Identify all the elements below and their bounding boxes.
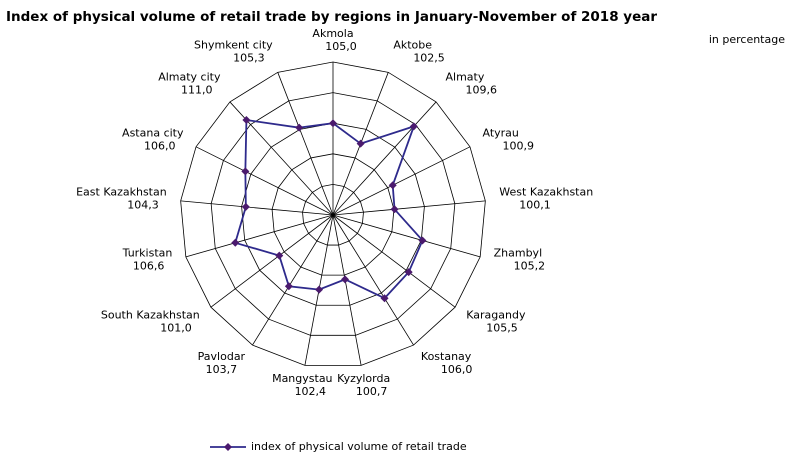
grid-ring <box>271 153 395 276</box>
category-label: Zhambyl <box>494 247 543 260</box>
marker <box>390 205 399 214</box>
spoke <box>180 200 334 216</box>
marker <box>284 282 293 291</box>
spoke <box>332 214 414 346</box>
spoke <box>332 200 486 216</box>
value-label: 106,0 <box>441 363 473 376</box>
marker <box>241 202 250 211</box>
spoke <box>332 214 362 366</box>
category-label: Atyrau <box>482 127 518 140</box>
spoke <box>332 214 481 258</box>
marker <box>341 275 350 284</box>
spoke <box>195 146 334 216</box>
category-label: West Kazakhstan <box>499 186 593 199</box>
spoke <box>332 101 437 216</box>
marker <box>418 236 427 245</box>
category-label: Almaty city <box>158 71 221 84</box>
grid-ring <box>241 122 425 306</box>
spoke <box>332 214 456 308</box>
value-label: 105,5 <box>486 322 518 335</box>
value-label: 105,2 <box>514 260 546 273</box>
grid-ring <box>302 183 364 246</box>
marker <box>404 268 413 277</box>
marker <box>388 181 397 190</box>
value-label: 104,3 <box>127 199 159 212</box>
marker <box>241 167 250 176</box>
spoke <box>332 146 471 216</box>
category-label: Kyzylorda <box>337 372 390 385</box>
spoke <box>185 214 334 258</box>
category-label: Karagandy <box>466 309 526 322</box>
marker <box>242 116 251 125</box>
value-label: 100,7 <box>356 385 388 398</box>
marker <box>409 122 418 131</box>
value-label: 102,4 <box>295 385 327 398</box>
category-label: Almaty <box>446 71 485 84</box>
value-label: 105,3 <box>233 51 265 64</box>
value-label: 100,9 <box>502 140 534 153</box>
category-label: Akmola <box>312 27 353 40</box>
value-label: 103,7 <box>206 363 238 376</box>
category-label: Pavlodar <box>198 350 246 363</box>
marker <box>329 119 337 128</box>
chart-subtitle: in percentage <box>709 33 785 46</box>
category-label: South Kazakhstan <box>101 309 200 322</box>
spoke <box>252 214 334 346</box>
grid-ring <box>210 92 456 336</box>
legend-marker <box>224 443 232 451</box>
marker <box>275 251 284 260</box>
legend-label: index of physical volume of retail trade <box>251 440 467 453</box>
value-label: 105,0 <box>325 40 357 53</box>
marker <box>231 238 240 247</box>
chart-title: Index of physical volume of retail trade… <box>6 9 657 25</box>
value-label: 100,1 <box>519 199 551 212</box>
category-label: Kostanay <box>421 350 472 363</box>
spoke <box>277 72 334 216</box>
category-label: Turkistan <box>122 247 173 260</box>
value-label: 101,0 <box>160 322 192 335</box>
marker <box>315 285 324 294</box>
category-label: East Kazakhstan <box>76 186 167 199</box>
marker <box>356 139 365 148</box>
category-label: Astana city <box>122 127 184 140</box>
value-label: 102,5 <box>413 51 445 64</box>
spoke <box>210 214 334 308</box>
series-line <box>234 118 424 300</box>
value-label: 106,0 <box>144 140 176 153</box>
value-label: 109,6 <box>466 84 498 97</box>
grid-ring <box>180 61 486 366</box>
marker <box>295 123 304 132</box>
value-label: 111,0 <box>181 84 213 97</box>
marker <box>380 294 389 303</box>
category-label: Aktobe <box>393 38 432 51</box>
value-label: 106,6 <box>133 260 165 273</box>
category-label: Mangystau <box>272 372 332 385</box>
category-label: Shymkent city <box>194 38 273 51</box>
